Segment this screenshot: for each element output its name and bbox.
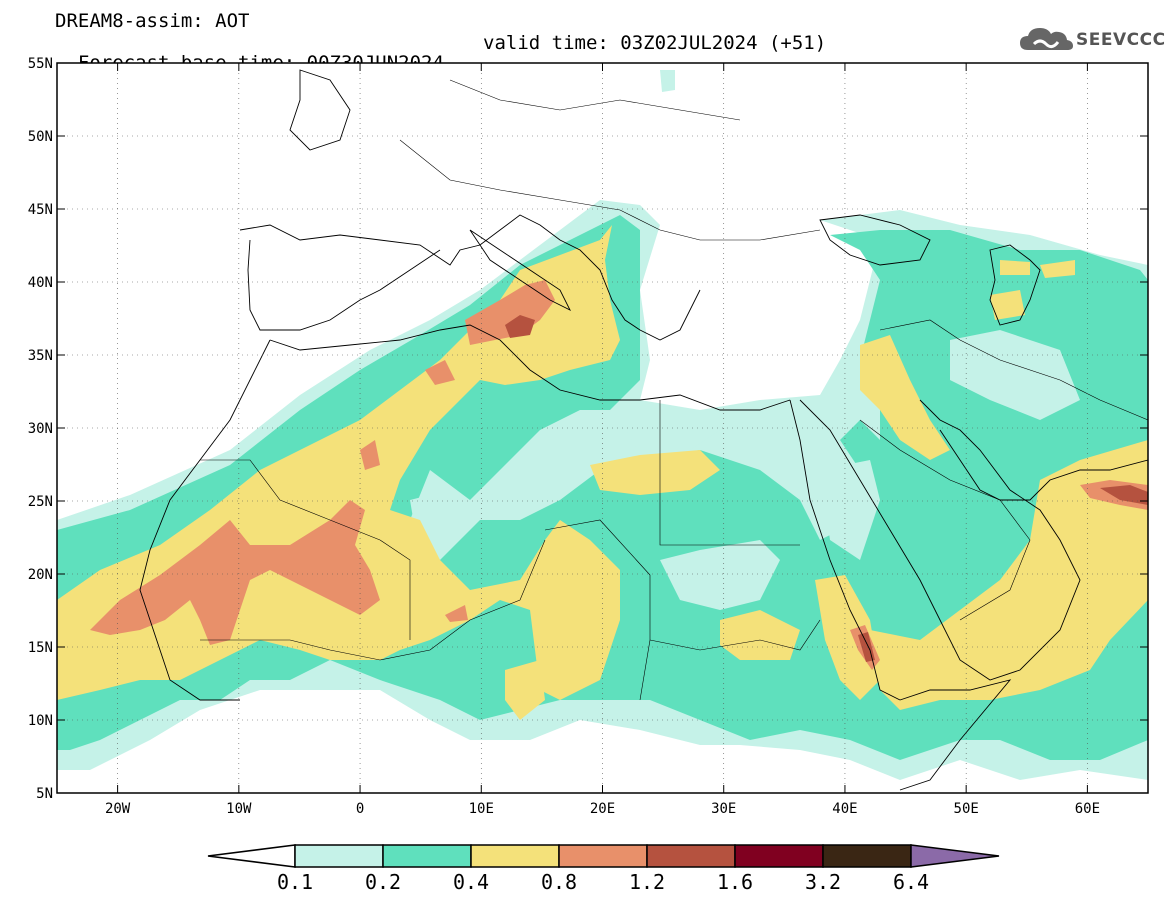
y-tick-label-2: 45N <box>28 202 53 218</box>
aot-patch-01b <box>660 70 675 92</box>
aot-band-05 <box>505 315 535 338</box>
border-iran <box>879 319 1148 421</box>
product-title: DREAM8-assim: AOT <box>55 10 250 32</box>
aot-patch-sudan <box>720 610 800 660</box>
coast-caspian <box>989 244 1041 326</box>
seevccc-logo: SEEVCCC <box>1018 24 1165 56</box>
aot-patch-iraq <box>860 335 950 460</box>
y-tick-label-9: 10N <box>28 713 53 729</box>
y-axis-ticks: 55N 50N 45N 40N 35N 30N 25N 20N 15N 10N 5N <box>28 56 1148 802</box>
x-tick-label-5: 30E <box>711 801 736 817</box>
colorbar-label-0: 0.1 <box>277 870 313 894</box>
border-saudi <box>859 419 1031 621</box>
x-tick-label-4: 20E <box>590 801 615 817</box>
coast-africa-north <box>269 324 791 411</box>
coast-europe <box>239 214 701 341</box>
coast-iberia <box>247 239 441 331</box>
border-europe-n <box>449 79 741 121</box>
y-tick-label-8: 15N <box>28 640 53 656</box>
aot-patch-chad <box>505 660 545 720</box>
x-axis-ticks: 20W 10W 0 10E 20E 30E 40E 50E 60E <box>105 63 1100 817</box>
colorbar-segment-6 <box>822 844 912 868</box>
coast-red-sea <box>789 399 901 701</box>
coast-italy <box>469 229 572 312</box>
colorbar-label-6: 3.2 <box>805 870 841 894</box>
colorbar-label-1: 0.2 <box>365 870 401 894</box>
logo-text: SEEVCCC <box>1076 30 1165 50</box>
colorbar: 0.1 0.2 0.4 0.8 1.2 1.6 3.2 6.4 <box>207 844 1000 894</box>
coast-arabia <box>799 399 1081 681</box>
aot-hole-arabia <box>820 460 880 560</box>
colorbar-segment-5 <box>734 844 824 868</box>
border-algeria-mali <box>200 459 411 640</box>
colorbar-segment-3 <box>558 844 648 868</box>
x-tick-label-7: 50E <box>954 801 979 817</box>
y-tick-label-3: 40N <box>28 275 53 291</box>
aot-patch-libya <box>590 450 720 495</box>
y-tick-label-1: 50N <box>28 129 53 145</box>
border-europe <box>399 139 821 241</box>
aot-hole-sahara <box>660 540 780 610</box>
cloud-icon <box>1020 28 1073 50</box>
coast-black-sea <box>819 214 931 266</box>
x-tick-label-0: 20W <box>105 801 131 817</box>
y-tick-label-6: 25N <box>28 494 53 510</box>
y-tick-label-4: 35N <box>28 348 53 364</box>
x-tick-label-3: 10E <box>469 801 494 817</box>
y-tick-label-10: 5N <box>36 786 53 802</box>
borders <box>200 79 1148 701</box>
y-tick-label-7: 20N <box>28 567 53 583</box>
coast-persian-gulf <box>939 429 1148 501</box>
border-chad-sudan <box>544 519 651 701</box>
border-sudan-south <box>649 619 821 651</box>
colorbar-label-4: 1.2 <box>629 870 665 894</box>
aot-patch-arabia <box>870 440 1148 710</box>
aot-patch-iran-dark <box>1100 485 1148 505</box>
y-tick-label-0: 55N <box>28 56 53 72</box>
colorbar-segment-2 <box>470 844 560 868</box>
aot-band-04 <box>90 500 380 645</box>
colorbar-segment-0 <box>294 844 384 868</box>
aot-hole-egypt <box>620 410 720 455</box>
coast-uk <box>289 69 351 151</box>
aot-hole-algeria <box>410 490 470 540</box>
x-tick-label-1: 10W <box>226 801 252 817</box>
coastlines <box>139 69 1148 791</box>
colorbar-segment-4 <box>646 844 736 868</box>
aot-patch-caspian-n <box>990 260 1075 320</box>
colorbar-label-3: 0.8 <box>541 870 577 894</box>
aot-hole-caspian <box>950 330 1080 420</box>
border-sahel <box>200 539 546 661</box>
coast-africa-west <box>139 339 271 701</box>
colorbar-segment-1 <box>382 844 472 868</box>
colorbar-label-2: 0.4 <box>453 870 489 894</box>
valid-time-text: valid time: 03Z02JUL2024 (+51) <box>483 32 827 54</box>
coast-horn <box>899 679 1012 791</box>
colorbar-label-7: 6.4 <box>893 870 929 894</box>
aot-patch-tunisia-red <box>465 280 555 345</box>
colorbar-high-arrow <box>910 844 1000 868</box>
aot-patch-ethiopia <box>815 575 880 700</box>
colorbar-low-arrow <box>207 844 296 868</box>
y-tick-label-5: 30N <box>28 421 53 437</box>
border-libya-egypt <box>659 400 800 546</box>
x-tick-label-2: 0 <box>356 801 364 817</box>
aot-field <box>57 70 1148 780</box>
x-tick-label-8: 60E <box>1075 801 1100 817</box>
colorbar-label-5: 1.6 <box>717 870 753 894</box>
x-tick-label-6: 40E <box>832 801 857 817</box>
